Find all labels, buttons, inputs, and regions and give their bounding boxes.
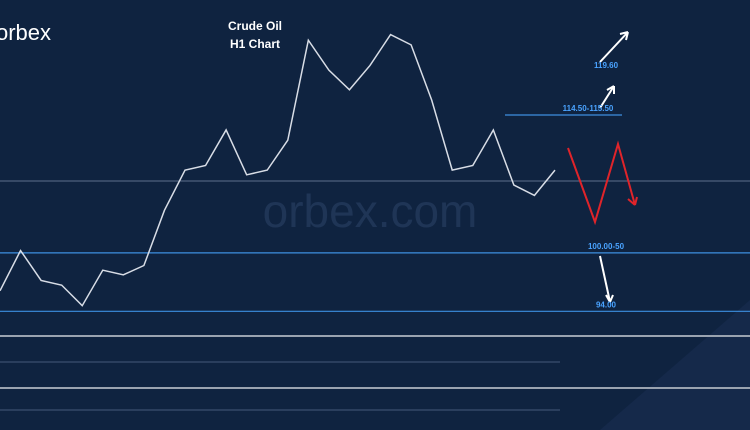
level-label: 94.00: [596, 300, 617, 309]
brand: orbex: [0, 20, 51, 45]
projection-zigzag: [567, 140, 638, 226]
chart-subtitle: H1 Chart: [230, 37, 280, 51]
level-label: 119.60: [594, 61, 619, 70]
price-line: [0, 33, 556, 307]
projection-arrows: [599, 31, 629, 303]
decor: [600, 300, 750, 430]
chart-title: Crude Oil: [228, 19, 282, 33]
level-label: 114.50-115.50: [563, 104, 614, 113]
level-label: 100.00-50: [588, 242, 625, 251]
watermark: orbex.com: [263, 185, 478, 237]
